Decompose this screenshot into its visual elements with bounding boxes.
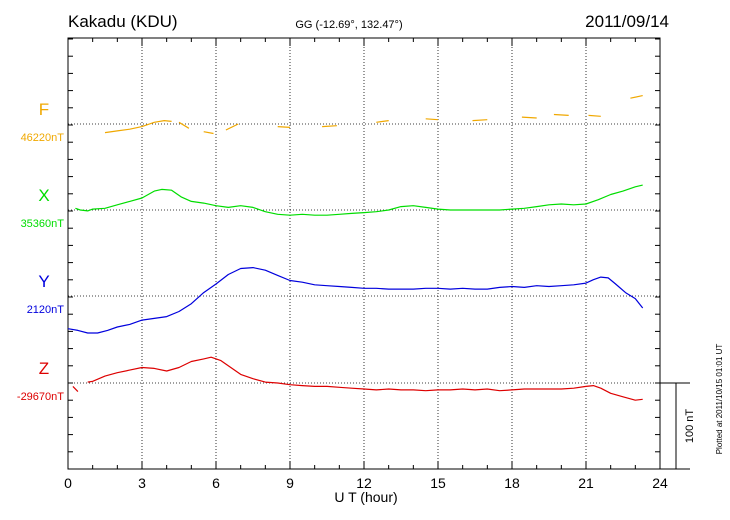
station-title: Kakadu (KDU)	[68, 12, 178, 31]
x-axis-label: U T (hour)	[334, 489, 397, 505]
series-baseline-z: -29670nT	[17, 391, 64, 403]
x-tick-label: 3	[138, 475, 146, 491]
series-name-f: F	[39, 100, 49, 119]
station-coords: GG (-12.69°, 132.47°)	[295, 19, 402, 31]
series-line-x	[75, 184, 643, 216]
x-tick-label: 9	[286, 475, 294, 491]
series-baseline-f: 46220nT	[21, 132, 65, 144]
x-tick-label: 15	[430, 475, 446, 491]
x-tick-label: 6	[212, 475, 220, 491]
series-baseline-x: 35360nT	[21, 218, 65, 230]
x-tick-label: 0	[64, 475, 72, 491]
series-line-y	[67, 267, 644, 334]
series-line-z	[72, 356, 643, 401]
chart-date: 2011/09/14	[585, 12, 669, 31]
series-name-x: X	[38, 186, 49, 205]
series-line-f	[104, 95, 643, 135]
series-name-z: Z	[39, 359, 49, 378]
x-tick-label: 24	[652, 475, 668, 491]
scale-bar-label: 100 nT	[684, 409, 696, 444]
x-tick-label: 12	[356, 475, 372, 491]
series-baseline-y: 2120nT	[27, 304, 65, 316]
x-tick-label: 18	[504, 475, 520, 491]
plotted-at-note: Plotted at 2011/10/15 01:01 UT	[715, 344, 724, 455]
series-name-y: Y	[38, 272, 49, 291]
x-tick-label: 21	[578, 475, 594, 491]
